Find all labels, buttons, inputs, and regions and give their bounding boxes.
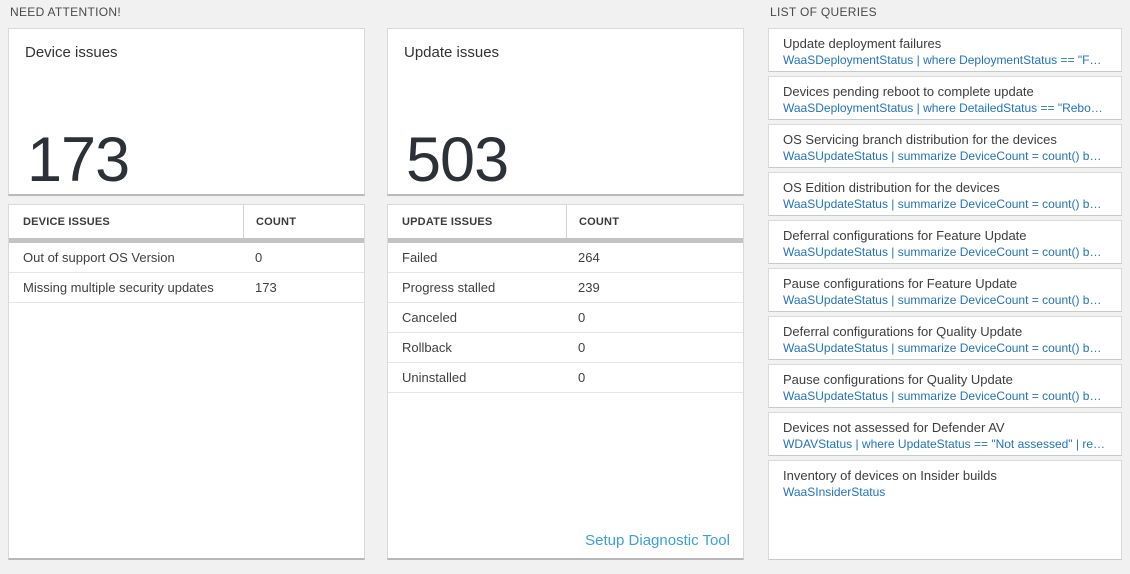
query-item-devices-pending-reboot[interactable]: Devices pending reboot to complete updat… <box>768 76 1122 120</box>
query-item-deferral-quality-update[interactable]: Deferral configurations for Quality Upda… <box>768 316 1122 360</box>
query-text: WDAVStatus | where UpdateStatus == "Not … <box>783 437 1107 451</box>
query-text: WaaSDeploymentStatus | where DeploymentS… <box>783 53 1107 67</box>
query-title: Deferral configurations for Quality Upda… <box>783 324 1023 339</box>
query-item-os-servicing-branch[interactable]: OS Servicing branch distribution for the… <box>768 124 1122 168</box>
update-issues-header-cell[interactable]: UPDATE ISSUES <box>402 215 493 228</box>
query-title: Pause configurations for Feature Update <box>783 276 1018 291</box>
query-text: WaaSDeploymentStatus | where DetailedSta… <box>783 101 1107 115</box>
update-count-header-cell[interactable]: COUNT <box>566 205 743 238</box>
issue-count: 264 <box>578 250 600 265</box>
update-issues-summary-card[interactable]: Update issues 503 <box>387 28 744 196</box>
device-issues-summary-card[interactable]: Device issues 173 <box>8 28 365 196</box>
issue-count: 173 <box>255 280 277 295</box>
device-count-header-cell[interactable]: COUNT <box>243 205 364 238</box>
update-issues-table-header: UPDATE ISSUES COUNT <box>388 205 743 238</box>
queries-list: Update deployment failures WaaSDeploymen… <box>768 28 1122 560</box>
issue-count: 0 <box>578 370 586 385</box>
table-row[interactable]: Rollback 0 <box>388 333 743 363</box>
update-issues-table-card: UPDATE ISSUES COUNT Failed 264 Progress … <box>387 204 744 560</box>
query-item-insider-builds-inventory[interactable]: Inventory of devices on Insider builds W… <box>768 460 1122 560</box>
query-text: WaaSUpdateStatus | summarize DeviceCount… <box>783 245 1107 259</box>
table-row[interactable]: Out of support OS Version 0 <box>9 243 364 273</box>
table-row[interactable]: Progress stalled 239 <box>388 273 743 303</box>
list-of-queries-section-header: LIST OF QUERIES <box>770 5 877 19</box>
issue-count: 0 <box>578 340 586 355</box>
query-item-deferral-feature-update[interactable]: Deferral configurations for Feature Upda… <box>768 220 1122 264</box>
table-row[interactable]: Uninstalled 0 <box>388 363 743 393</box>
query-title: Pause configurations for Quality Update <box>783 372 1013 387</box>
issue-label: Uninstalled <box>402 370 467 385</box>
table-scrollbar-track[interactable] <box>9 238 364 243</box>
table-scrollbar-track[interactable] <box>388 238 743 243</box>
table-row[interactable]: Canceled 0 <box>388 303 743 333</box>
query-item-pause-quality-update[interactable]: Pause configurations for Quality Update … <box>768 364 1122 408</box>
query-title: OS Edition distribution for the devices <box>783 180 1000 195</box>
setup-diagnostic-tool-link[interactable]: Setup Diagnostic Tool <box>585 532 730 549</box>
query-text: WaaSUpdateStatus | summarize DeviceCount… <box>783 389 1107 403</box>
query-text: WaaSInsiderStatus <box>783 485 886 499</box>
issue-label: Rollback <box>402 340 452 355</box>
table-row[interactable]: Missing multiple security updates 173 <box>9 273 364 303</box>
query-text: WaaSUpdateStatus | summarize DeviceCount… <box>783 341 1107 355</box>
query-title: Inventory of devices on Insider builds <box>783 468 997 483</box>
query-item-defender-av-not-assessed[interactable]: Devices not assessed for Defender AV WDA… <box>768 412 1122 456</box>
table-row[interactable]: Failed 264 <box>388 243 743 273</box>
query-text: WaaSUpdateStatus | summarize DeviceCount… <box>783 197 1107 211</box>
issue-label: Out of support OS Version <box>23 250 175 265</box>
device-issues-column: Device issues 173 DEVICE ISSUES COUNT Ou… <box>8 28 365 560</box>
device-issues-count: 173 <box>27 124 130 195</box>
query-item-update-deployment-failures[interactable]: Update deployment failures WaaSDeploymen… <box>768 28 1122 72</box>
device-issues-table-header: DEVICE ISSUES COUNT <box>9 205 364 238</box>
query-text: WaaSUpdateStatus | summarize DeviceCount… <box>783 149 1107 163</box>
issue-label: Canceled <box>402 310 457 325</box>
query-item-pause-feature-update[interactable]: Pause configurations for Feature Update … <box>768 268 1122 312</box>
issue-count: 239 <box>578 280 600 295</box>
query-title: OS Servicing branch distribution for the… <box>783 132 1057 147</box>
issue-label: Missing multiple security updates <box>23 280 214 295</box>
query-title: Deferral configurations for Feature Upda… <box>783 228 1027 243</box>
query-title: Devices not assessed for Defender AV <box>783 420 1005 435</box>
update-issues-count: 503 <box>406 124 509 195</box>
query-item-os-edition-distribution[interactable]: OS Edition distribution for the devices … <box>768 172 1122 216</box>
device-issues-table-card: DEVICE ISSUES COUNT Out of support OS Ve… <box>8 204 365 560</box>
device-issues-card-title: Device issues <box>25 44 118 61</box>
device-issues-header-cell[interactable]: DEVICE ISSUES <box>23 215 110 228</box>
need-attention-section-header: NEED ATTENTION! <box>10 5 121 19</box>
issue-label: Failed <box>402 250 438 265</box>
update-issues-card-title: Update issues <box>404 44 500 61</box>
issue-count: 0 <box>578 310 586 325</box>
update-issues-column: Update issues 503 UPDATE ISSUES COUNT Fa… <box>387 28 744 560</box>
issue-label: Progress stalled <box>402 280 496 295</box>
query-title: Update deployment failures <box>783 36 942 51</box>
issue-count: 0 <box>255 250 263 265</box>
query-text: WaaSUpdateStatus | summarize DeviceCount… <box>783 293 1107 307</box>
query-title: Devices pending reboot to complete updat… <box>783 84 1034 99</box>
